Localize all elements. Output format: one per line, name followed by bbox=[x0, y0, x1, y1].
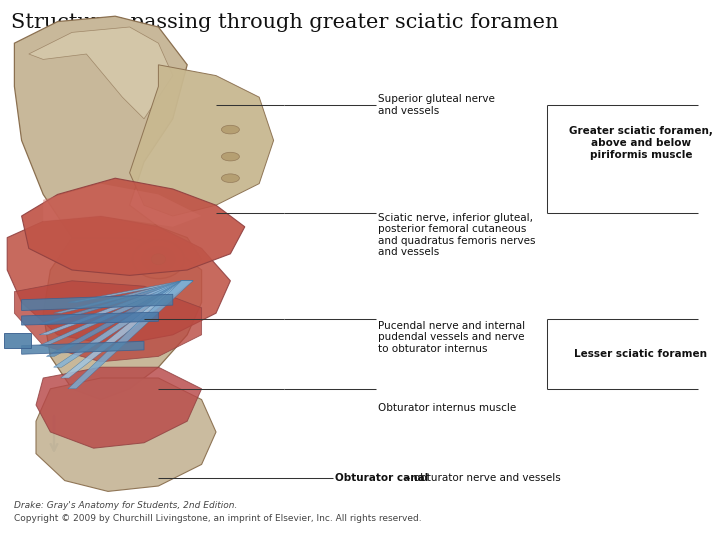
Text: Pucendal nerve and internal
pudendal vessels and nerve
to obturator internus: Pucendal nerve and internal pudendal ves… bbox=[378, 321, 525, 354]
Polygon shape bbox=[36, 378, 216, 491]
Polygon shape bbox=[29, 27, 173, 119]
Polygon shape bbox=[39, 281, 193, 324]
Text: Superior gluteal nerve
and vessels: Superior gluteal nerve and vessels bbox=[378, 94, 495, 116]
Polygon shape bbox=[68, 281, 193, 302]
Polygon shape bbox=[53, 281, 193, 313]
Ellipse shape bbox=[222, 152, 239, 161]
Ellipse shape bbox=[143, 247, 174, 271]
Text: Lesser sciatic foramen: Lesser sciatic foramen bbox=[575, 349, 707, 359]
Ellipse shape bbox=[222, 174, 239, 183]
Polygon shape bbox=[14, 16, 202, 292]
Polygon shape bbox=[22, 178, 245, 275]
Text: Greater sciatic foramen,
above and below
piriformis muscle: Greater sciatic foramen, above and below… bbox=[569, 126, 713, 160]
Bar bbox=[4, 333, 31, 348]
Polygon shape bbox=[68, 281, 193, 389]
Polygon shape bbox=[39, 281, 193, 335]
Polygon shape bbox=[39, 281, 193, 346]
Polygon shape bbox=[130, 65, 274, 216]
Polygon shape bbox=[36, 367, 202, 448]
Ellipse shape bbox=[151, 254, 166, 265]
Text: Structures passing through greater sciatic foramen: Structures passing through greater sciat… bbox=[11, 14, 558, 32]
Polygon shape bbox=[53, 281, 193, 367]
Text: Obturator canal: Obturator canal bbox=[335, 473, 428, 483]
Polygon shape bbox=[7, 216, 230, 346]
Polygon shape bbox=[22, 294, 173, 310]
Text: Sciatic nerve, inferior gluteal,
posterior femoral cutaneous
and quadratus femor: Sciatic nerve, inferior gluteal, posteri… bbox=[378, 213, 536, 257]
Polygon shape bbox=[22, 341, 144, 354]
Polygon shape bbox=[60, 281, 193, 378]
Text: – obturator nerve and vessels: – obturator nerve and vessels bbox=[402, 473, 560, 483]
Ellipse shape bbox=[222, 125, 239, 134]
Polygon shape bbox=[46, 281, 193, 356]
Text: Obturator internus muscle: Obturator internus muscle bbox=[378, 403, 516, 413]
Ellipse shape bbox=[132, 240, 184, 279]
Polygon shape bbox=[43, 184, 202, 227]
Polygon shape bbox=[22, 312, 158, 325]
Polygon shape bbox=[43, 238, 202, 400]
Text: Drake: Gray's Anatomy for Students, 2nd Edition.: Drake: Gray's Anatomy for Students, 2nd … bbox=[14, 501, 238, 510]
Text: Copyright © 2009 by Churchill Livingstone, an imprint of Elsevier, Inc. All righ: Copyright © 2009 by Churchill Livingston… bbox=[14, 514, 422, 523]
Polygon shape bbox=[14, 281, 202, 362]
